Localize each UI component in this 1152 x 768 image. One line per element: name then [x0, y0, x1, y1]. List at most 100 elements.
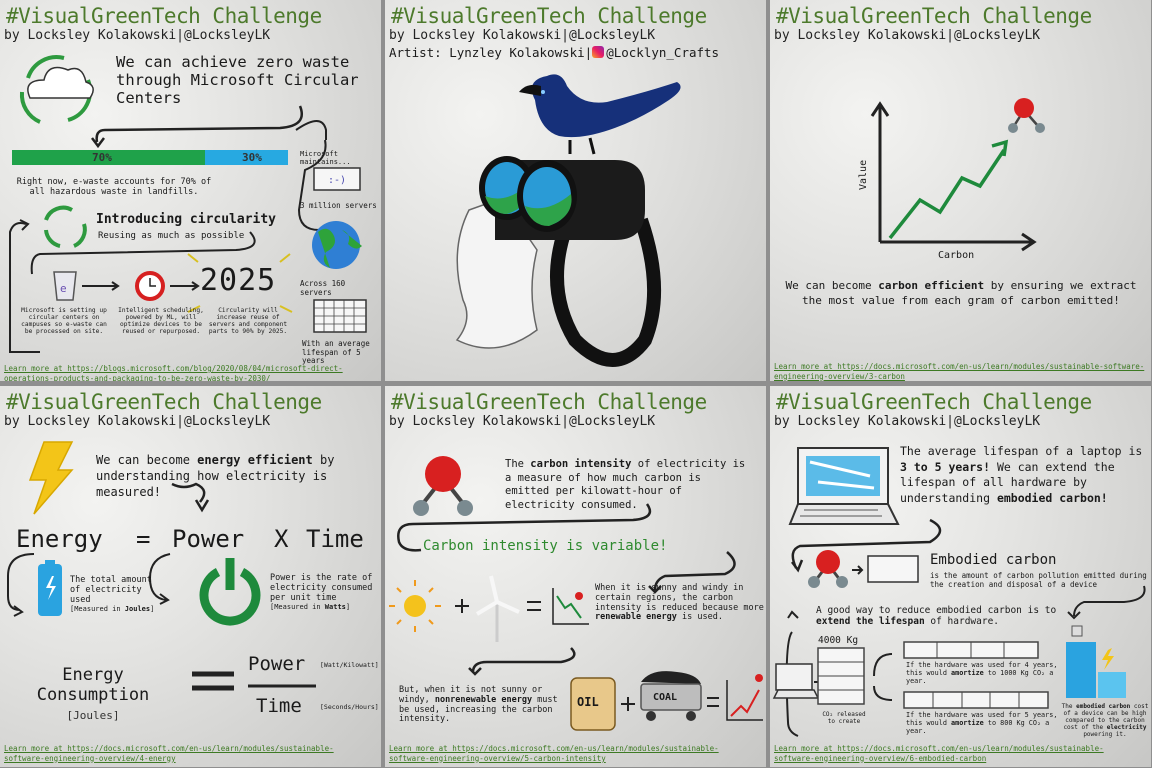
p1-drawings: :-) e [9, 55, 367, 353]
panel-circular-centers: #VisualGreenTech Challenge by Locksley K… [0, 0, 381, 381]
eq-energy: Energy [16, 525, 103, 553]
panel-title: #VisualGreenTech Challenge [391, 4, 707, 28]
x-axis-label: Carbon [938, 250, 975, 261]
fraction-denominator: Time [256, 695, 302, 717]
power-icon [199, 558, 261, 626]
p4-drawings [7, 441, 316, 691]
server-icon [867, 555, 919, 583]
lightning-icon [28, 441, 74, 515]
panel-carbon-intensity: #VisualGreenTech Challenge by Locksley K… [385, 386, 766, 767]
eq-times: X [274, 525, 289, 553]
laptop-icon [788, 447, 900, 525]
four-year-text: If the hardware was used for 4 years, th… [906, 661, 1058, 685]
panel-energy-efficiency: #VisualGreenTech Challenge by Locksley K… [0, 386, 381, 767]
artist-credit: Artist: Lynzley Kolakowski| [389, 45, 593, 60]
five-year-bar [903, 691, 1049, 709]
co2-amount: 4000 Kg [818, 635, 859, 646]
blue-jay-bird [531, 74, 681, 138]
artist-handle: @Locklyn_Crafts [606, 45, 720, 60]
energy-consumption-label: Energy Consumption [Joules] [36, 665, 150, 723]
regions-label: Across 160 servers [300, 279, 346, 297]
ewaste-text: Right now, e-waste accounts for 70% of a… [16, 177, 212, 197]
carbon-value-graph [870, 98, 1045, 252]
co2-molecule-icon [1008, 98, 1045, 133]
electricity-comparison-icon [1066, 625, 1126, 698]
eq-equals: = [136, 525, 151, 553]
oil-label: OIL [577, 695, 599, 709]
co2-molecule-icon [808, 550, 848, 588]
panel-carbon-efficiency: #VisualGreenTech Challenge by Locksley K… [770, 0, 1151, 381]
embodied-carbon-definition: is the amount of carbon pollution emitte… [930, 571, 1147, 589]
panel-title: #VisualGreenTech Challenge [776, 390, 1092, 414]
strap [550, 217, 662, 367]
numerator-unit: [Watt/Kilowatt] [320, 661, 379, 669]
carbon-intensity-definition: The carbon intensity of electricity is a… [505, 458, 746, 511]
circular-headline: We can achieve zero waste through Micros… [116, 53, 359, 107]
svg-text:e: e [60, 282, 67, 295]
caption-circular-centers: Microsoft is setting up circular centers… [21, 307, 107, 336]
carbon-efficient-caption: We can become carbon efficient by ensuri… [785, 279, 1137, 308]
energy-description: The total amount of electricity used [Mea… [70, 575, 155, 614]
five-year-text: If the hardware was used for 5 years, th… [906, 711, 1058, 735]
carbon-variable-callout: Carbon intensity is variable! [423, 538, 668, 554]
ewaste-bar-blue [205, 150, 288, 165]
servers-label: 3 million servers [300, 201, 377, 210]
panel-artwork: #VisualGreenTech Challenge by Locksley K… [385, 0, 766, 381]
co2-molecule-icon [413, 456, 473, 516]
lifespan-label: With an average lifespan of 5 years [302, 339, 370, 366]
learn-more-link[interactable]: Learn more at https://docs.microsoft.com… [774, 744, 1104, 763]
bar-label-70: 70% [92, 151, 112, 164]
panel-title: #VisualGreenTech Challenge [6, 4, 322, 28]
electricity-comparison-text: The embodied carbon cost of a device can… [1061, 703, 1149, 738]
p6-drawings [772, 447, 1146, 737]
growth-line [888, 149, 1006, 240]
year-2025: 2025 [200, 263, 277, 298]
learn-more-link[interactable]: Learn more at https://docs.microsoft.com… [4, 744, 334, 763]
panel-embodied-carbon: #VisualGreenTech Challenge by Locksley K… [770, 386, 1151, 767]
panel-byline: by Locksley Kolakowski|@LocksleyLK [4, 28, 271, 43]
panel-byline: by Locksley Kolakowski|@LocksleyLK [389, 28, 656, 43]
oil-barrel-icon [570, 677, 616, 731]
cloud-recycle-icon [19, 55, 94, 124]
co2-released-label: CO₂ released to create [822, 711, 866, 725]
bin-icon [53, 271, 77, 301]
p5-drawings [389, 456, 763, 731]
caption-2025: Circularity will increase reuse of serve… [208, 307, 288, 336]
intro-title: Introducing circularity [96, 212, 277, 227]
high-carbon-chart-icon [726, 674, 763, 721]
intro-sub: Reusing as much as possible [98, 231, 245, 241]
server-icon [313, 167, 361, 191]
coal-cart-icon [640, 671, 702, 721]
fraction-numerator: Power [248, 653, 306, 675]
small-laptop-icon [772, 663, 820, 699]
power-description: Power is the rate of electricity consume… [270, 573, 373, 612]
learn-more-link[interactable]: Learn more at https://blogs.microsoft.co… [4, 364, 343, 381]
instagram-icon [592, 46, 605, 58]
denominator-unit: [Seconds/Hours] [320, 703, 379, 711]
battery-icon [38, 560, 62, 616]
panel-byline: by Locksley Kolakowski|@LocksleyLK [774, 28, 1041, 43]
embodied-carbon-heading: Embodied carbon [930, 552, 1057, 568]
eq-time: Time [306, 525, 364, 553]
y-axis-label: Value [858, 159, 869, 190]
learn-more-link[interactable]: Learn more at https://docs.microsoft.com… [774, 362, 1145, 381]
caption-ml: Intelligent scheduling, powered by ML, w… [118, 307, 204, 336]
panel-byline: by Locksley Kolakowski|@LocksleyLK [774, 414, 1041, 429]
maintains-label: Microsoft maintains... [300, 150, 351, 167]
bar-label-30: 30% [242, 151, 262, 164]
reduce-embodied-text: A good way to reduce embodied carbon is … [816, 605, 1057, 627]
panel-title: #VisualGreenTech Challenge [6, 390, 322, 414]
svg-text::-): :-) [328, 175, 346, 186]
panel-byline: by Locksley Kolakowski|@LocksleyLK [4, 414, 271, 429]
coal-label: COAL [653, 692, 678, 703]
not-sunny-text: But, when it is not sunny or windy, nonr… [399, 685, 558, 725]
wind-turbine-icon [475, 575, 520, 642]
sunny-windy-text: When it is sunny and windy in certain re… [595, 583, 764, 623]
ewaste-bar-green [12, 150, 205, 165]
sun-icon [389, 580, 441, 632]
low-carbon-chart-icon [552, 588, 589, 625]
lifespan-intro: The average lifespan of a laptop is 3 to… [900, 444, 1143, 505]
eq-power: Power [172, 525, 245, 553]
learn-more-link[interactable]: Learn more at https://docs.microsoft.com… [389, 744, 719, 763]
bird-binoculars-artwork [455, 74, 681, 367]
